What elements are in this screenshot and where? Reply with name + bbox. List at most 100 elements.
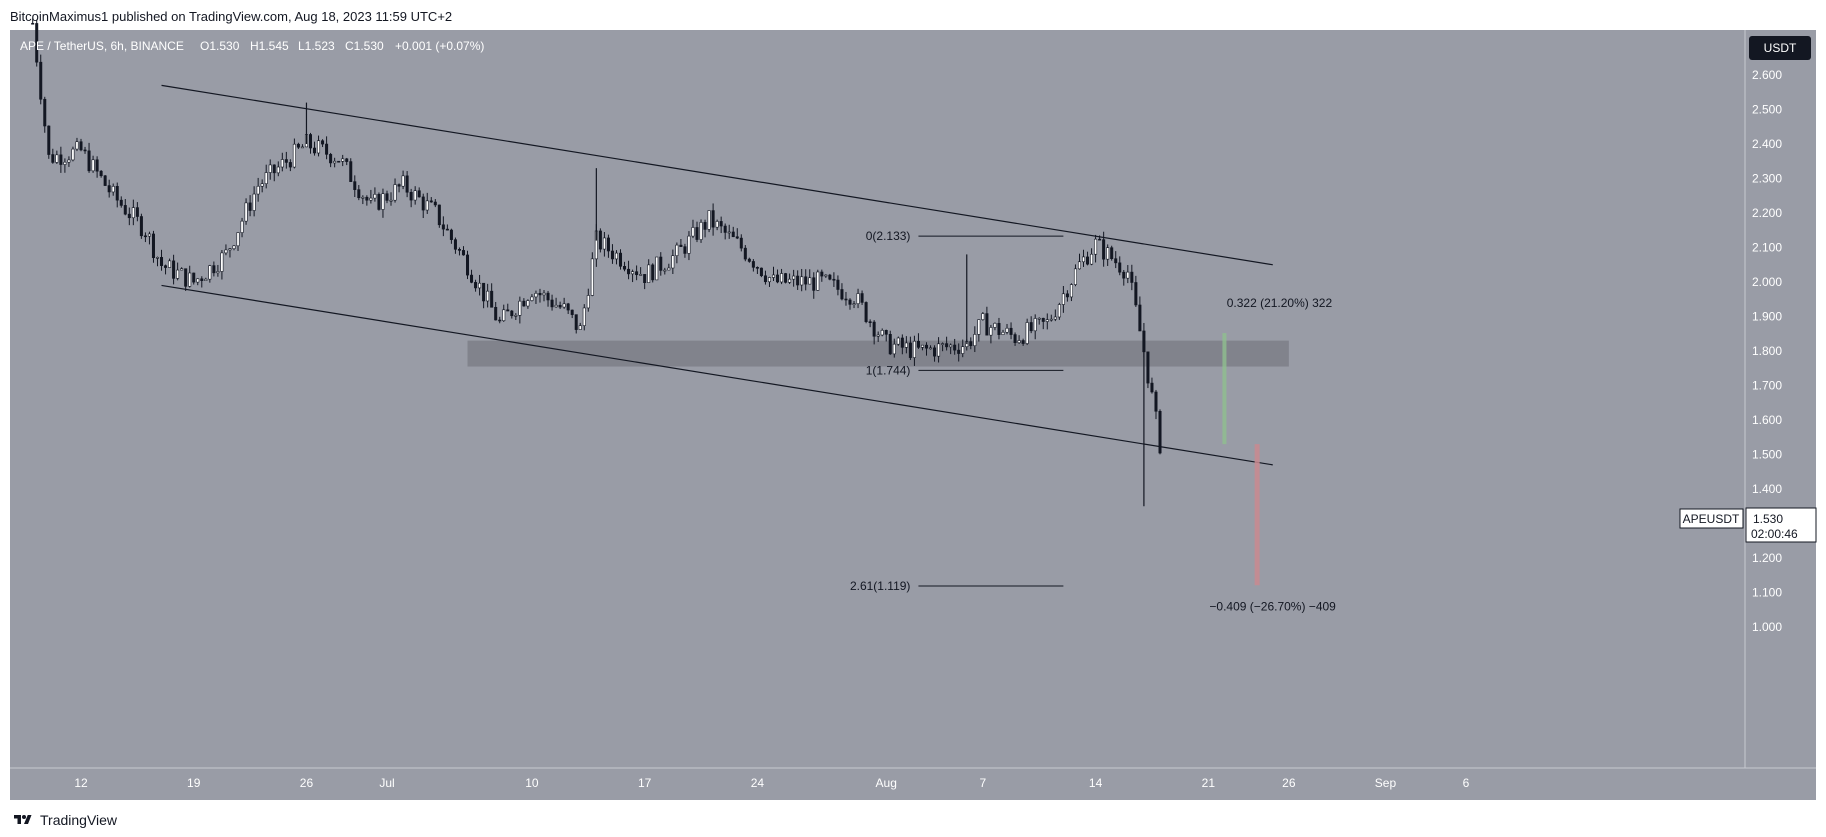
- candle: [385, 190, 389, 204]
- candle: [566, 302, 570, 314]
- candle-body: [707, 210, 711, 230]
- candle-body: [586, 295, 590, 309]
- candle: [208, 264, 212, 283]
- candle: [240, 217, 244, 238]
- x-tick-label: 17: [638, 776, 652, 790]
- candle: [631, 269, 635, 283]
- candle-body: [123, 205, 127, 215]
- candle: [812, 272, 816, 299]
- candle-body: [804, 276, 808, 285]
- candle-body: [606, 237, 610, 252]
- candle-body: [953, 344, 957, 351]
- candle: [534, 290, 538, 304]
- candle-body: [908, 342, 912, 358]
- candle: [373, 187, 377, 202]
- candle: [647, 259, 651, 283]
- candle: [872, 320, 876, 345]
- price-chart[interactable]: 0(2.133) 1(1.744) 2.61(1.119) 0.322 (21.20…: [0, 0, 1826, 806]
- candle-body: [1045, 319, 1049, 322]
- candle-body: [244, 202, 248, 222]
- candle: [95, 156, 99, 178]
- candle-body: [151, 233, 155, 259]
- candle: [945, 336, 949, 351]
- candle-body: [530, 296, 534, 301]
- candle: [824, 274, 828, 278]
- candle: [558, 301, 562, 310]
- candle-body: [912, 340, 916, 358]
- candle-body: [1077, 261, 1081, 270]
- candle: [933, 345, 937, 362]
- candle-body: [1033, 318, 1037, 332]
- y-tick-label: 2.100: [1752, 241, 1782, 255]
- x-tick-label: 26: [1282, 776, 1296, 790]
- candle: [864, 301, 868, 324]
- candle-body: [985, 313, 989, 336]
- candle: [614, 250, 618, 265]
- currency-badge[interactable]: USDT: [1749, 36, 1811, 60]
- candle: [1029, 316, 1033, 334]
- candle-body: [558, 304, 562, 308]
- candle-body: [904, 342, 908, 348]
- candle: [405, 171, 409, 198]
- candle: [1106, 244, 1110, 266]
- candle: [220, 249, 224, 280]
- y-tick-label: 1.100: [1752, 586, 1782, 600]
- candle-body: [1017, 340, 1021, 343]
- candle: [1065, 290, 1069, 302]
- candle: [635, 265, 639, 281]
- candle: [357, 185, 361, 201]
- candle: [771, 266, 776, 281]
- candle: [127, 207, 131, 226]
- symbol-header-close: C1.530: [345, 39, 384, 53]
- candle-body: [776, 274, 780, 283]
- candle-body: [989, 327, 993, 336]
- candle: [341, 154, 345, 167]
- candle: [844, 291, 848, 306]
- candle-body: [731, 231, 735, 238]
- candle-body: [510, 310, 514, 317]
- candle-body: [618, 252, 623, 267]
- candle: [747, 257, 751, 263]
- candle-body: [160, 257, 164, 266]
- candle-body: [256, 185, 260, 195]
- candle: [832, 272, 836, 287]
- candle: [506, 303, 510, 312]
- candle-body: [562, 303, 566, 308]
- candle: [792, 269, 796, 287]
- candle: [111, 183, 115, 196]
- candle: [43, 96, 47, 133]
- candle-body: [973, 334, 977, 347]
- candle: [1073, 264, 1077, 287]
- candle-body: [99, 170, 103, 177]
- candle-body: [75, 141, 79, 150]
- candle: [924, 342, 929, 356]
- candle-body: [494, 306, 498, 321]
- candle-body: [79, 141, 83, 151]
- candle: [763, 270, 767, 285]
- candle: [816, 269, 820, 291]
- candle: [401, 170, 405, 190]
- candle: [707, 210, 711, 233]
- candle: [353, 175, 357, 198]
- candle: [212, 261, 216, 277]
- candle-body: [43, 98, 47, 127]
- candle: [731, 226, 735, 238]
- candle-body: [409, 191, 413, 201]
- candle-body: [860, 293, 864, 303]
- y-tick-label: 2.300: [1752, 172, 1782, 186]
- candle: [590, 252, 594, 297]
- candle-body: [924, 344, 929, 349]
- candle: [586, 288, 590, 312]
- candle: [1033, 314, 1037, 340]
- candle-body: [397, 184, 401, 187]
- tradingview-brand[interactable]: TradingView: [12, 812, 117, 828]
- candle: [602, 231, 606, 257]
- candle: [200, 276, 204, 288]
- candle-body: [1094, 238, 1098, 255]
- candle-body: [892, 343, 896, 355]
- candle-body: [1098, 238, 1102, 241]
- candle: [337, 160, 341, 163]
- candle: [421, 193, 425, 219]
- candle: [723, 223, 727, 240]
- tradingview-logo-icon: [14, 815, 32, 824]
